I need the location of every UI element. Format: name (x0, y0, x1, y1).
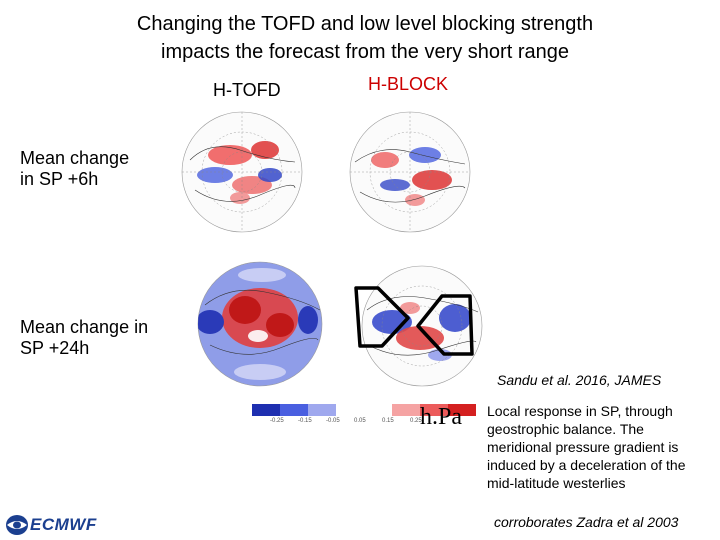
colorbar-tick: -0.05 (326, 418, 340, 424)
map-hblock-6h (349, 111, 471, 233)
colorbar-swatch (364, 404, 392, 416)
unit-label: h.Pa (420, 404, 462, 430)
note-line: mid-latitude westerlies (487, 475, 626, 491)
colorbar-tick: 0.15 (382, 418, 394, 424)
title-line-2: impacts the forecast from the very short… (161, 41, 569, 63)
colorbar-tick: -0.25 (270, 418, 284, 424)
ecmwf-logo-text: ECMWF (30, 515, 97, 534)
note-line: induced by a deceleration of the (487, 457, 686, 473)
colorbar-swatch (252, 404, 280, 416)
map-hblock-24h (354, 265, 483, 387)
colorbar-swatch (308, 404, 336, 416)
colorbar-swatch (448, 404, 476, 416)
map-htofd-24h (197, 261, 323, 387)
explanation-note: Local response in SP, through geostrophi… (487, 402, 719, 492)
colorbar-tick: 0.05 (354, 418, 366, 424)
colorbar-swatch (280, 404, 308, 416)
colorbar-swatch (392, 404, 420, 416)
colorbar-tick: -0.15 (298, 418, 312, 424)
note-line: Local response in SP, through (487, 403, 673, 419)
title-line-1: Changing the TOFD and low level blocking… (136, 13, 594, 35)
citation: Sandu et al. 2016, JAMES (497, 372, 662, 388)
row-label-24h-line1: Mean change in (20, 317, 149, 337)
column-label-hblock: H-BLOCK (368, 74, 449, 94)
ecmwf-logo: ECMWF (4, 514, 97, 536)
map-htofd-6h (181, 111, 303, 233)
row-label-24h-line2: SP +24h (20, 338, 90, 358)
note-line: geostrophic balance. The (487, 421, 644, 437)
polar-maps-figure (181, 111, 483, 387)
arrow-annotation-right (416, 294, 474, 356)
arrow-annotation-left (354, 286, 410, 348)
colorbar-tick: 0.25 (410, 418, 422, 424)
colorbar-swatch (336, 404, 364, 416)
row-label-6h-line1: Mean change (20, 148, 130, 168)
row-label-6h-line2: in SP +6h (20, 169, 99, 189)
corroborates-note: corroborates Zadra et al 2003 (494, 514, 679, 530)
note-line: meridional pressure gradient is (487, 439, 679, 455)
row-label-6h: Mean change in SP +6h (20, 148, 134, 190)
colorbar-swatch (420, 404, 448, 416)
slide-title: Changing the TOFD and low level blocking… (0, 10, 720, 66)
ecmwf-logo-icon (6, 515, 28, 535)
row-label-24h: Mean change in SP +24h (20, 317, 153, 359)
colorbar (252, 404, 476, 416)
column-label-htofd: H-TOFD (213, 80, 281, 100)
